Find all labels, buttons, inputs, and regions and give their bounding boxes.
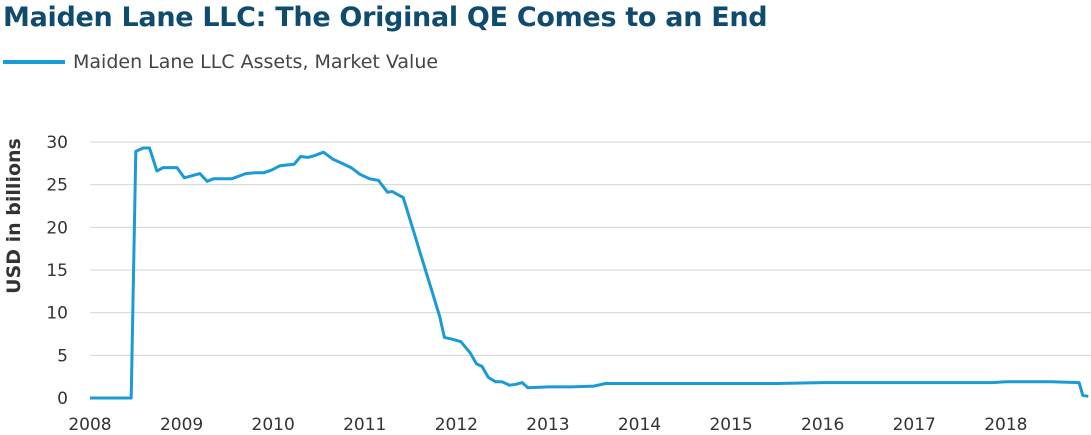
legend-swatch xyxy=(3,60,65,64)
y-tick-label: 20 xyxy=(46,218,68,238)
y-axis-label: USD in billions xyxy=(3,138,25,294)
y-tick-label: 30 xyxy=(46,133,68,153)
x-tick-label: 2014 xyxy=(618,415,661,435)
x-tick-label: 2008 xyxy=(68,415,111,435)
x-axis-ticks: 2008 2009 2010 2011 2012 2013 2014 2015 2016 2017… xyxy=(68,415,1027,435)
y-tick-label: 0 xyxy=(57,389,68,409)
x-tick-label: 2012 xyxy=(435,415,478,435)
grid-lines xyxy=(90,141,1091,356)
x-tick-label: 2017 xyxy=(893,415,936,435)
x-tick-label: 2015 xyxy=(709,415,752,435)
y-axis-ticks: 0 5 10 15 20 25 30 xyxy=(46,133,68,409)
series-line xyxy=(90,146,1089,400)
x-tick-label: 2009 xyxy=(160,415,203,435)
legend-label: Maiden Lane LLC Assets, Market Value xyxy=(73,51,439,73)
chart-title: Maiden Lane LLC: The Original QE Comes t… xyxy=(3,2,768,33)
y-tick-label: 5 xyxy=(57,346,68,366)
x-tick-label: 2016 xyxy=(801,415,844,435)
y-tick-label: 15 xyxy=(46,261,68,281)
x-tick-label: 2010 xyxy=(252,415,295,435)
x-tick-label: 2013 xyxy=(526,415,569,435)
x-tick-label: 2018 xyxy=(984,415,1027,435)
x-tick-label: 2011 xyxy=(343,415,386,435)
legend: Maiden Lane LLC Assets, Market Value xyxy=(3,50,438,74)
y-tick-label: 10 xyxy=(46,304,68,324)
y-tick-label: 25 xyxy=(46,176,68,196)
